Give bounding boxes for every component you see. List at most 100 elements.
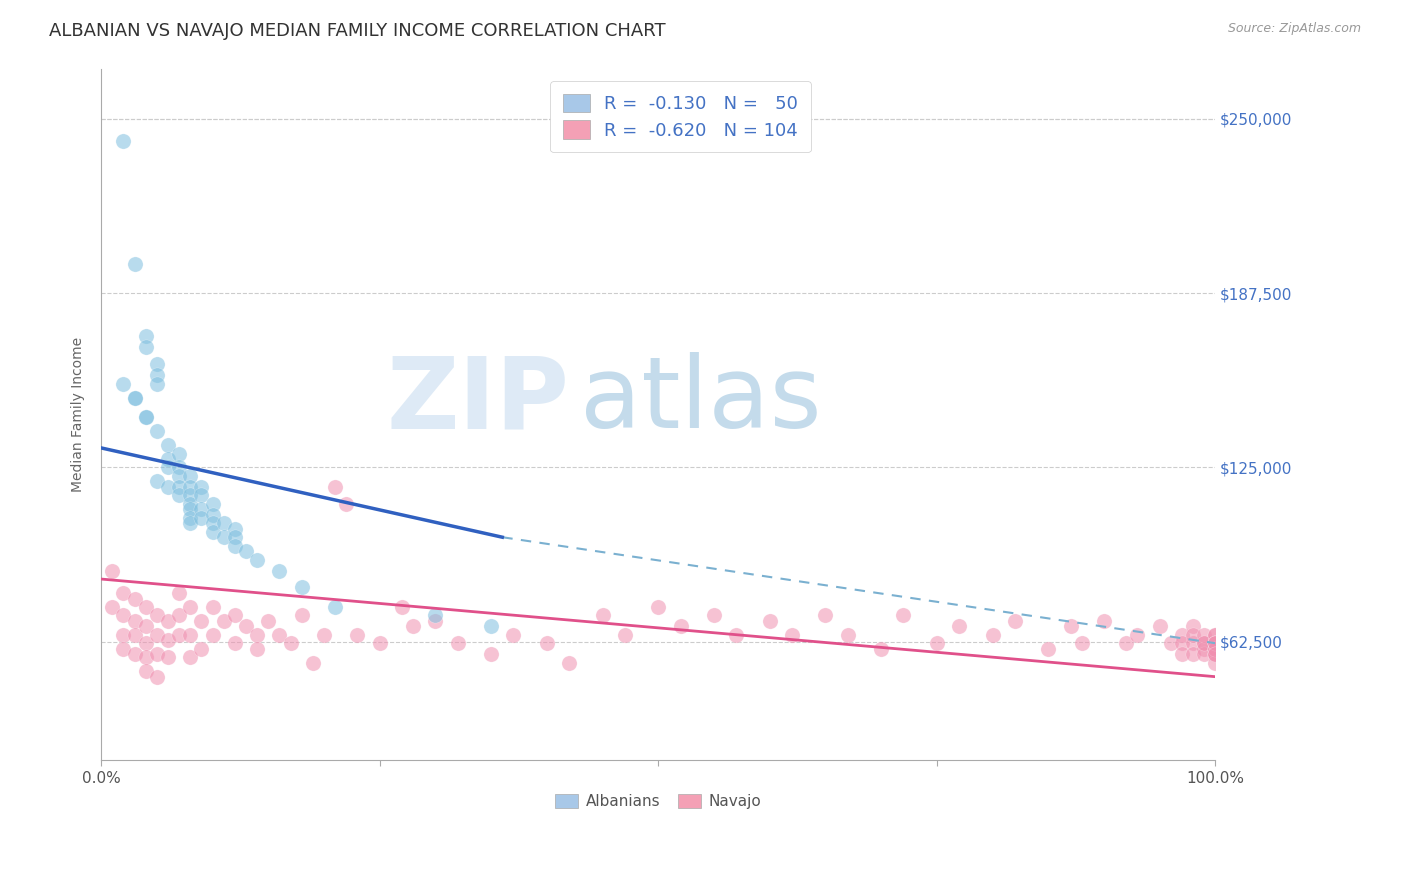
Point — [725, 628, 748, 642]
Point — [269, 628, 291, 642]
Point — [101, 599, 124, 614]
Point — [981, 628, 1004, 642]
Point — [1204, 656, 1226, 670]
Point — [1204, 628, 1226, 642]
Point — [146, 368, 169, 383]
Point — [135, 636, 157, 650]
Point — [135, 650, 157, 665]
Point — [291, 581, 314, 595]
Point — [146, 357, 169, 371]
Point — [146, 608, 169, 623]
Point — [112, 376, 135, 391]
Point — [135, 664, 157, 678]
Point — [135, 329, 157, 343]
Point — [893, 608, 915, 623]
Point — [1171, 636, 1194, 650]
Point — [335, 497, 357, 511]
Point — [167, 460, 190, 475]
Point — [179, 502, 201, 516]
Point — [425, 608, 447, 623]
Point — [425, 614, 447, 628]
Point — [870, 641, 893, 656]
Point — [479, 619, 502, 633]
Point — [302, 656, 325, 670]
Point — [179, 650, 201, 665]
Point — [837, 628, 859, 642]
Point — [346, 628, 368, 642]
Point — [157, 438, 180, 452]
Point — [146, 628, 169, 642]
Point — [146, 376, 169, 391]
Legend: Albanians, Navajo: Albanians, Navajo — [548, 788, 768, 815]
Point — [224, 530, 246, 544]
Point — [201, 508, 224, 522]
Point — [201, 497, 224, 511]
Point — [201, 628, 224, 642]
Point — [167, 628, 190, 642]
Point — [246, 628, 269, 642]
Point — [1070, 636, 1092, 650]
Point — [1204, 648, 1226, 662]
Point — [212, 516, 235, 531]
Point — [1182, 648, 1205, 662]
Point — [291, 608, 314, 623]
Point — [201, 599, 224, 614]
Point — [925, 636, 948, 650]
Point — [1204, 641, 1226, 656]
Point — [1204, 636, 1226, 650]
Point — [1160, 636, 1182, 650]
Point — [1204, 636, 1226, 650]
Point — [1204, 641, 1226, 656]
Point — [157, 460, 180, 475]
Point — [613, 628, 636, 642]
Point — [179, 628, 201, 642]
Point — [402, 619, 425, 633]
Point — [224, 636, 246, 650]
Point — [1171, 648, 1194, 662]
Point — [536, 636, 558, 650]
Point — [269, 564, 291, 578]
Point — [190, 488, 212, 502]
Point — [179, 480, 201, 494]
Point — [135, 599, 157, 614]
Point — [157, 650, 180, 665]
Point — [1182, 628, 1205, 642]
Point — [1038, 641, 1060, 656]
Point — [1192, 641, 1215, 656]
Point — [235, 619, 257, 633]
Point — [1192, 636, 1215, 650]
Point — [190, 641, 212, 656]
Point — [146, 475, 169, 489]
Point — [167, 468, 190, 483]
Point — [1204, 636, 1226, 650]
Point — [1149, 619, 1171, 633]
Point — [1126, 628, 1149, 642]
Point — [112, 586, 135, 600]
Point — [1115, 636, 1137, 650]
Point — [179, 497, 201, 511]
Text: ALBANIAN VS NAVAJO MEDIAN FAMILY INCOME CORRELATION CHART: ALBANIAN VS NAVAJO MEDIAN FAMILY INCOME … — [49, 22, 666, 40]
Y-axis label: Median Family Income: Median Family Income — [72, 337, 86, 492]
Point — [146, 424, 169, 438]
Point — [1182, 636, 1205, 650]
Point — [1004, 614, 1026, 628]
Point — [246, 552, 269, 566]
Point — [479, 648, 502, 662]
Point — [135, 410, 157, 425]
Point — [179, 510, 201, 524]
Point — [235, 544, 257, 558]
Point — [703, 608, 725, 623]
Point — [179, 599, 201, 614]
Point — [224, 522, 246, 536]
Point — [1204, 628, 1226, 642]
Point — [502, 628, 524, 642]
Point — [447, 636, 470, 650]
Point — [167, 446, 190, 460]
Point — [323, 480, 346, 494]
Point — [558, 656, 581, 670]
Point — [167, 488, 190, 502]
Point — [323, 599, 346, 614]
Point — [312, 628, 335, 642]
Point — [101, 564, 124, 578]
Point — [135, 410, 157, 425]
